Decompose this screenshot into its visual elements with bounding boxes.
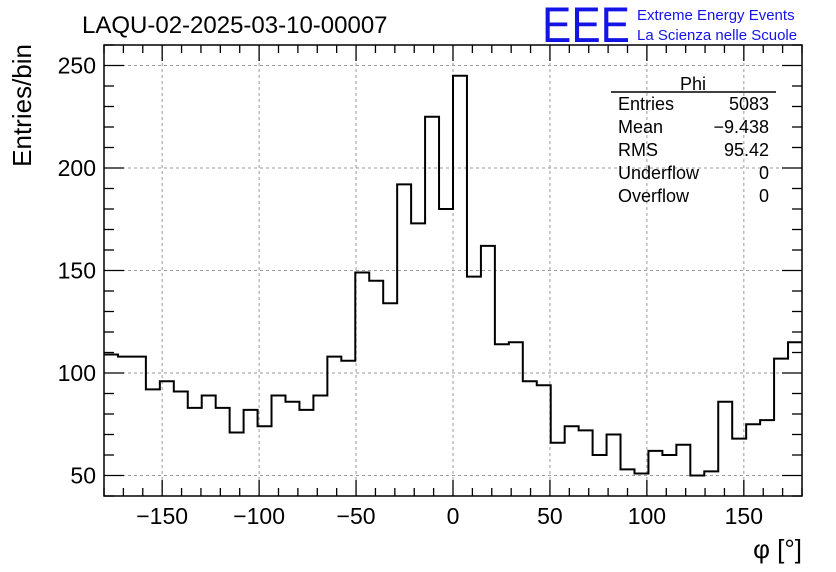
stats-row-label: RMS bbox=[618, 140, 658, 160]
stats-row-label: Underflow bbox=[618, 163, 700, 183]
y-tick-label: 150 bbox=[58, 258, 96, 284]
x-tick-label: −50 bbox=[337, 503, 376, 529]
histogram-outline bbox=[104, 74, 802, 477]
x-tick-labels: −150 −100 −50 0 50 100 150 bbox=[136, 503, 763, 529]
stats-row-label: Entries bbox=[618, 94, 674, 114]
y-axis-label: Entries/bin bbox=[7, 44, 37, 167]
stats-row-value: 0 bbox=[759, 186, 769, 206]
y-tick-label: 50 bbox=[70, 463, 96, 489]
y-tick-label: 250 bbox=[58, 53, 96, 79]
eee-logo: EEE Extreme Energy Events La Scienza nel… bbox=[542, 0, 797, 53]
x-tick-label: −100 bbox=[233, 503, 285, 529]
stats-row-value: −9.438 bbox=[713, 117, 769, 137]
stats-box: Phi Entries 5083 Mean −9.438 RMS 95.42 Underfl… bbox=[611, 74, 776, 206]
eee-logo-text: EEE bbox=[542, 0, 630, 53]
stats-row-label: Mean bbox=[618, 117, 663, 137]
y-tick-labels: 50 100 150 200 250 bbox=[58, 53, 96, 489]
axis-ticks bbox=[103, 44, 803, 497]
y-tick-label: 100 bbox=[58, 360, 96, 386]
x-tick-label: −150 bbox=[136, 503, 188, 529]
stats-row-value: 95.42 bbox=[724, 140, 769, 160]
chart-title: LAQU-02-2025-03-10-00007 bbox=[82, 12, 388, 39]
x-tick-label: 100 bbox=[628, 503, 666, 529]
x-tick-label: 50 bbox=[537, 503, 563, 529]
stats-row-label: Overflow bbox=[618, 186, 690, 206]
stats-box-title: Phi bbox=[680, 74, 706, 94]
x-tick-label: 150 bbox=[725, 503, 763, 529]
logo-line-1: Extreme Energy Events bbox=[637, 7, 795, 24]
x-axis-label: φ [°] bbox=[753, 534, 802, 564]
x-tick-label: 0 bbox=[447, 503, 460, 529]
y-tick-label: 200 bbox=[58, 155, 96, 181]
logo-line-2: La Scienza nelle Scuole bbox=[637, 27, 797, 44]
stats-row-value: 0 bbox=[759, 163, 769, 183]
stats-row-value: 5083 bbox=[729, 94, 769, 114]
